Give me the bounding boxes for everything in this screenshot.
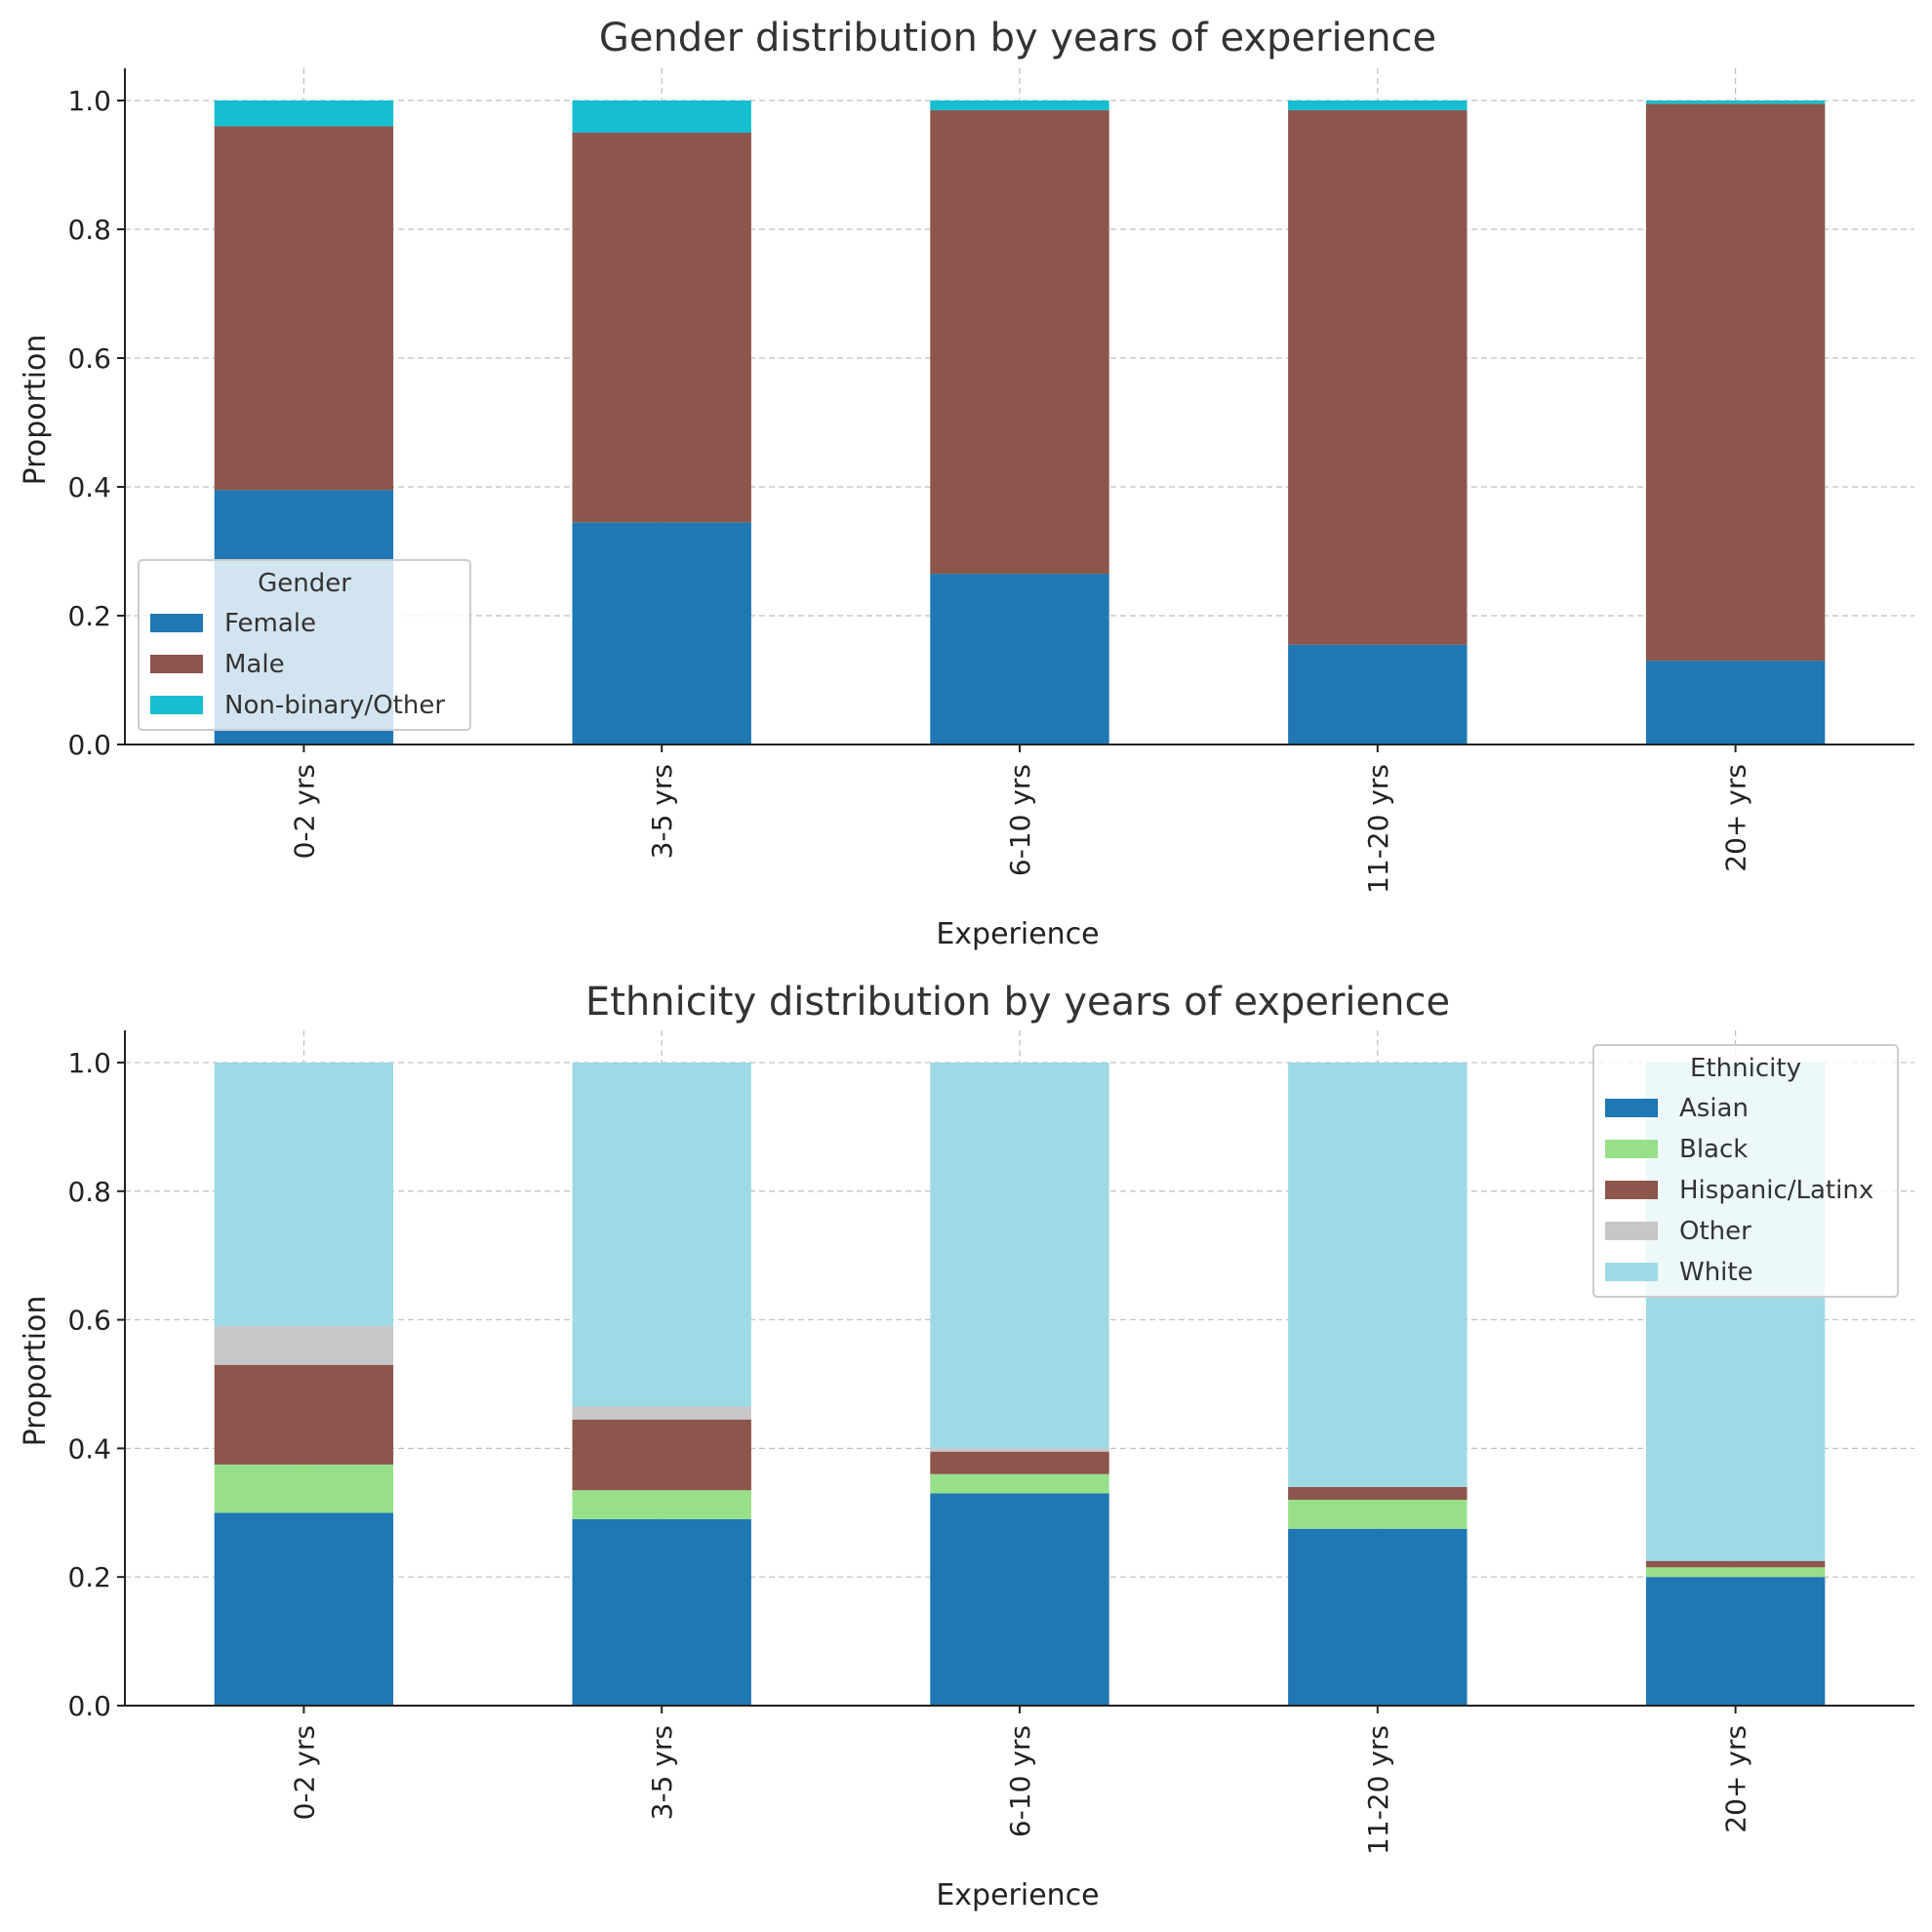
legend-label-asian: Asian [1679, 1094, 1749, 1123]
bars [214, 1062, 1826, 1706]
legend: Ethnicity Asian Black Hispanic/Latinx Other W… [1592, 1044, 1899, 1298]
bar-black-3-5-yrs [572, 1490, 751, 1519]
bar-hispanic-latinx-0-2-yrs [214, 1364, 394, 1465]
x-tick-label-3-5-yrs: 3-5 yrs [646, 1725, 678, 1820]
legend-box [1592, 1044, 1899, 1298]
legend-label-non-binary-other: Non-binary/Other [224, 691, 445, 720]
x-axis-label: Experience [936, 917, 1099, 951]
bar-black-11-20-yrs [1288, 1500, 1468, 1529]
bar-hispanic-latinx-3-5-yrs [572, 1419, 751, 1491]
y-tick-label: 0.0 [67, 729, 111, 761]
bar-other-6-10-yrs [930, 1448, 1109, 1452]
x-tick-labels: 0-2 yrs 3-5 yrs 6-10 yrs 11-20 yrs 20+ yrs [288, 764, 1751, 894]
legend-swatch-other [1605, 1222, 1658, 1240]
legend-label-white: White [1679, 1258, 1753, 1287]
bar-male-6-10-yrs [930, 109, 1109, 575]
legend-box [138, 559, 471, 731]
y-tick-label: 0.4 [67, 471, 111, 503]
bar-non-binary-other-6-10-yrs [930, 101, 1109, 110]
y-tick-label: 0.6 [67, 1305, 111, 1337]
bar-male-3-5-yrs [572, 133, 751, 523]
bar-asian-20-yrs [1645, 1577, 1826, 1706]
y-tick-label: 0.6 [67, 342, 111, 375]
legend-label-hispanic-latinx: Hispanic/Latinx [1679, 1176, 1873, 1205]
legend-label-other: Other [1679, 1217, 1751, 1246]
legend-swatch-male [150, 655, 203, 673]
chart-title: Gender distribution by years of experien… [599, 16, 1436, 60]
bar-black-20-yrs [1645, 1567, 1826, 1578]
x-tick-label-20-yrs: 20+ yrs [1720, 764, 1752, 872]
x-tick-label-0-2-yrs: 0-2 yrs [288, 1725, 320, 1820]
bar-other-3-5-yrs [572, 1406, 751, 1420]
bar-asian-3-5-yrs [572, 1518, 751, 1706]
legend-title: Gender [258, 569, 351, 598]
bar-male-11-20-yrs [1288, 109, 1468, 645]
y-tick-label: 0.8 [67, 214, 111, 246]
bar-other-0-2-yrs [214, 1326, 394, 1365]
x-tick-label-6-10-yrs: 6-10 yrs [1004, 764, 1036, 876]
y-tick-labels: 0.0 0.2 0.4 0.6 0.8 1.0 [67, 85, 111, 761]
x-tick-label-0-2-yrs: 0-2 yrs [288, 764, 320, 859]
bar-male-0-2-yrs [214, 126, 394, 491]
bar-asian-11-20-yrs [1288, 1528, 1468, 1706]
bar-black-0-2-yrs [214, 1464, 394, 1513]
bar-asian-6-10-yrs [930, 1493, 1109, 1706]
legend-swatch-asian [1605, 1099, 1658, 1117]
x-tick-label-11-20-yrs: 11-20 yrs [1362, 764, 1394, 894]
legend-swatch-hispanic-latinx [1605, 1181, 1658, 1199]
legend-swatch-white [1605, 1263, 1658, 1281]
gender-chart-panel: Gender distribution by years of experien… [19, 16, 1914, 951]
ethnicity-chart-panel: Ethnicity distribution by years of exper… [19, 980, 1914, 1912]
legend-label-male: Male [224, 650, 285, 679]
bar-white-6-10-yrs [930, 1062, 1109, 1449]
y-tick-label: 0.4 [67, 1432, 111, 1465]
y-axis-label: Proportion [19, 1296, 53, 1447]
bar-hispanic-latinx-11-20-yrs [1288, 1486, 1468, 1501]
bar-female-6-10-yrs [930, 574, 1109, 745]
bar-black-6-10-yrs [930, 1473, 1109, 1494]
bar-non-binary-other-11-20-yrs [1288, 101, 1468, 110]
bar-non-binary-other-0-2-yrs [214, 101, 394, 127]
bar-male-20-yrs [1645, 103, 1826, 662]
x-tick-labels: 0-2 yrs 3-5 yrs 6-10 yrs 11-20 yrs 20+ yrs [288, 1725, 1751, 1855]
bar-non-binary-other-3-5-yrs [572, 101, 751, 133]
bar-white-11-20-yrs [1288, 1062, 1468, 1487]
legend-label-female: Female [224, 609, 316, 638]
legend-title: Ethnicity [1690, 1054, 1801, 1083]
y-tick-label: 0.2 [67, 1561, 111, 1593]
bar-hispanic-latinx-20-yrs [1645, 1560, 1826, 1568]
y-tick-label: 1.0 [67, 85, 111, 117]
x-tick-label-3-5-yrs: 3-5 yrs [646, 764, 678, 859]
y-tick-labels: 0.0 0.2 0.4 0.6 0.8 1.0 [67, 1047, 111, 1722]
bar-female-11-20-yrs [1288, 644, 1468, 745]
y-tick-label: 1.0 [67, 1047, 111, 1079]
legend: Gender Female Male Non-binary/Other [138, 559, 471, 731]
axes [117, 68, 1914, 752]
y-axis-label: Proportion [19, 335, 53, 486]
legend-swatch-black [1605, 1140, 1658, 1158]
legend-label-black: Black [1679, 1135, 1748, 1164]
x-axis-label: Experience [936, 1878, 1099, 1912]
bar-non-binary-other-20-yrs [1645, 101, 1826, 104]
bar-asian-0-2-yrs [214, 1512, 394, 1706]
chart-title: Ethnicity distribution by years of exper… [585, 980, 1450, 1025]
x-tick-label-11-20-yrs: 11-20 yrs [1362, 1725, 1394, 1855]
bar-white-3-5-yrs [572, 1062, 751, 1407]
legend-swatch-non-binary-other [150, 696, 203, 714]
x-tick-label-20-yrs: 20+ yrs [1720, 1725, 1752, 1833]
y-tick-label: 0.8 [67, 1176, 111, 1208]
bar-female-20-yrs [1645, 661, 1826, 745]
axes [117, 1030, 1914, 1713]
y-tick-label: 0.0 [67, 1690, 111, 1722]
bar-hispanic-latinx-6-10-yrs [930, 1451, 1109, 1474]
x-tick-label-6-10-yrs: 6-10 yrs [1004, 1725, 1036, 1837]
y-tick-label: 0.2 [67, 600, 111, 632]
bar-female-3-5-yrs [572, 522, 751, 745]
legend-swatch-female [150, 614, 203, 632]
bar-white-0-2-yrs [214, 1062, 394, 1327]
